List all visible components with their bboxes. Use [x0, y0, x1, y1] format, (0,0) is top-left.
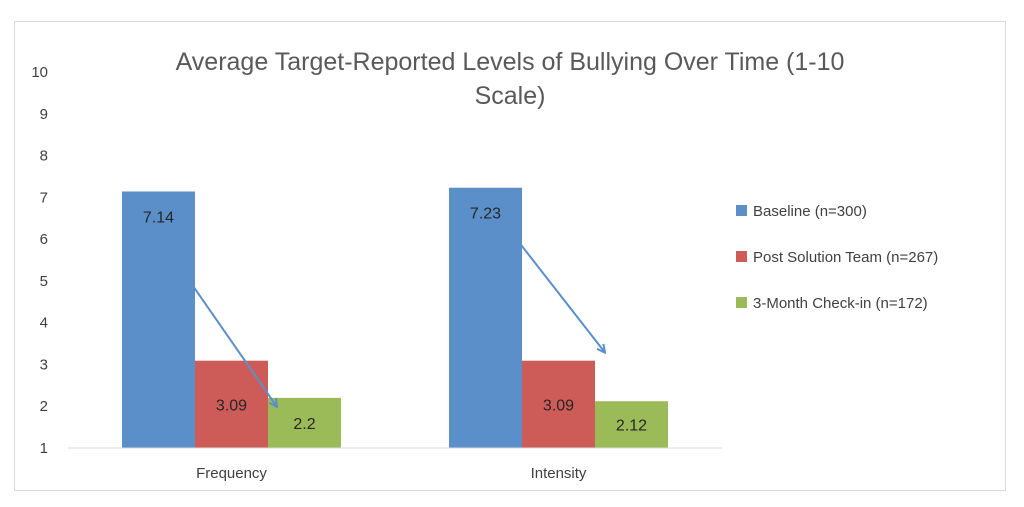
data-label: 3.09	[216, 397, 247, 414]
y-tick-label: 2	[40, 398, 48, 415]
y-axis-ticks: 1 2 3 4 5 6 7 8 9 10	[31, 64, 48, 457]
y-tick-label: 1	[40, 440, 48, 457]
y-tick-label: 3	[40, 356, 48, 373]
trend-arrow	[515, 238, 605, 352]
x-category-label: Frequency	[196, 465, 267, 482]
y-tick-label: 10	[31, 64, 48, 81]
chart-title-line-1: Average Target-Reported Levels of Bullyi…	[176, 48, 845, 76]
bar-3-month-intensity	[595, 401, 668, 448]
trend-arrows	[188, 238, 605, 406]
legend-label: Post Solution Team (n=267)	[753, 249, 938, 266]
legend-swatch	[736, 205, 747, 216]
bar-post-intensity	[522, 360, 595, 448]
category-labels: Frequency Intensity	[196, 465, 587, 482]
y-tick-label: 9	[40, 106, 48, 123]
legend-swatch	[736, 297, 747, 308]
data-label: 7.14	[143, 209, 174, 226]
legend-label: Baseline (n=300)	[753, 203, 867, 220]
data-label: 2.12	[616, 418, 647, 435]
legend-swatch	[736, 251, 747, 262]
trend-arrow	[188, 280, 277, 406]
y-tick-label: 7	[40, 189, 48, 206]
bar-3-month-frequency	[268, 397, 341, 448]
data-label: 3.09	[543, 397, 574, 414]
legend: Baseline (n=300) Post Solution Team (n=26…	[736, 203, 938, 312]
legend-label: 3-Month Check-in (n=172)	[753, 295, 928, 312]
y-tick-label: 4	[40, 315, 48, 332]
y-tick-label: 6	[40, 231, 48, 248]
bar-baseline-frequency	[122, 191, 195, 449]
y-tick-label: 5	[40, 273, 48, 290]
plot-area: 7.14 3.09 2.2 7.23 3.09 2.12	[68, 187, 722, 449]
x-category-label: Intensity	[531, 465, 587, 482]
data-label: 2.2	[293, 416, 315, 433]
y-tick-label: 8	[40, 148, 48, 165]
chart-title-line-2: Scale)	[475, 82, 546, 110]
data-label: 7.23	[470, 206, 501, 223]
bar-baseline-intensity	[449, 187, 522, 449]
